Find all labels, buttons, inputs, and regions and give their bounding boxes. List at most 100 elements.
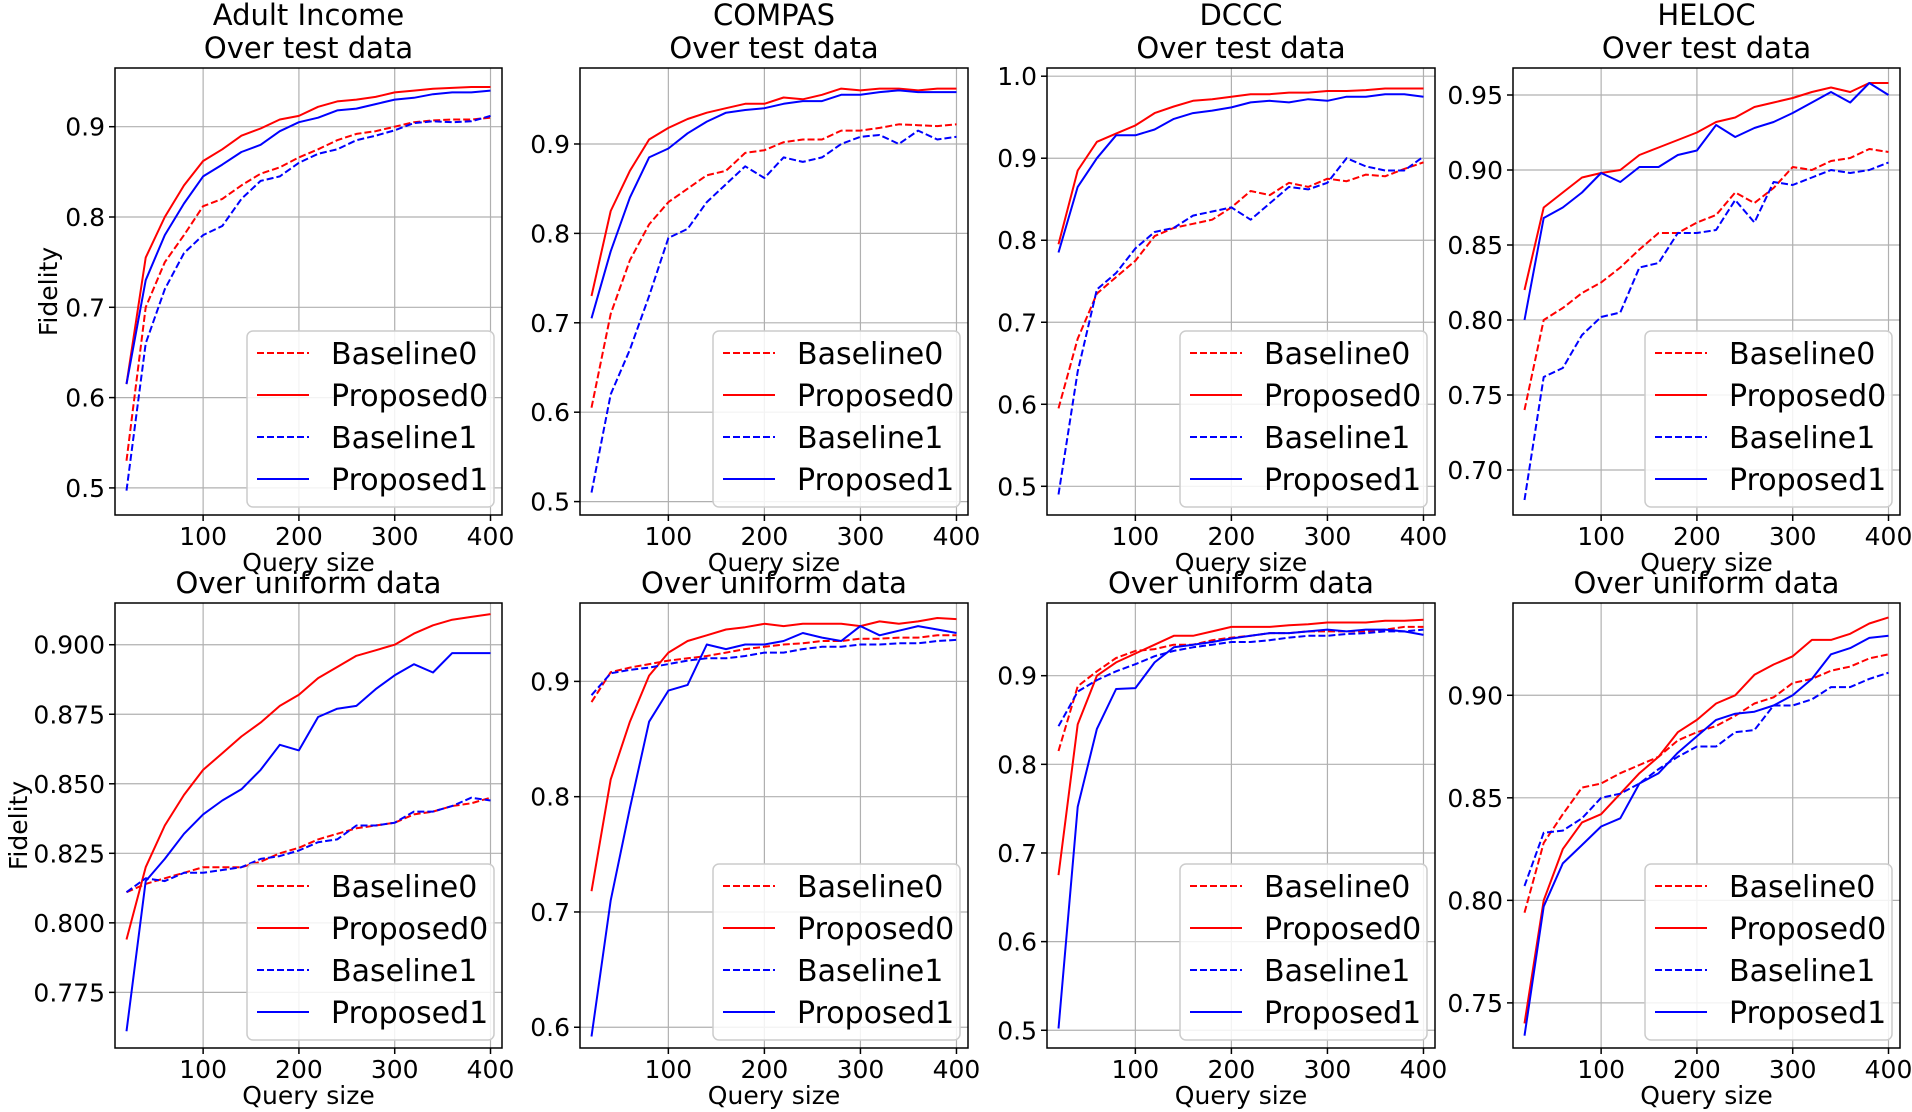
x-axis-label: Query size [708, 1081, 840, 1110]
series-line-baseline1 [1057, 628, 1424, 727]
chart-title: Over uniform data [1108, 566, 1374, 600]
y-tick-label: 0.95 [1447, 81, 1503, 110]
chart-title-line-2: Over test data [1136, 31, 1345, 65]
plot-frame [114, 67, 503, 516]
legend-label: Proposed0 [1264, 379, 1421, 414]
series-line-baseline0 [590, 123, 957, 408]
x-tick-label: 100 [1577, 522, 1625, 551]
series-line-proposed1 [590, 625, 957, 1037]
series-line-baseline0 [1523, 148, 1889, 411]
legend: Baseline0 Proposed0 Baseline1 Proposed1 [246, 330, 495, 508]
y-tick-label: 0.8 [997, 226, 1037, 255]
y-tick-label: 0.9 [997, 662, 1037, 691]
x-tick-label: 300 [837, 1055, 885, 1084]
chart-title-line-2: Over test data [1602, 31, 1811, 65]
plot-frame [579, 67, 969, 516]
x-tick-label: 400 [1865, 522, 1912, 551]
legend-label: Baseline0 [797, 337, 943, 372]
legend-box [246, 863, 495, 1041]
chart-title-line-1: Adult Income [213, 0, 404, 32]
x-tick-label: 200 [741, 1055, 789, 1084]
legend-label: Baseline0 [1264, 870, 1410, 905]
series-line-baseline1 [590, 129, 957, 493]
x-tick-label: 400 [933, 1055, 981, 1084]
x-tick-label: 200 [1673, 1055, 1721, 1084]
x-tick-label: 200 [741, 522, 789, 551]
series-line-baseline1 [590, 638, 957, 696]
series-line-proposed1 [1523, 634, 1889, 1036]
chart-title-line-1: HELOC [1657, 0, 1755, 32]
y-tick-label: 0.7 [65, 293, 105, 322]
y-tick-label: 0.800 [33, 909, 105, 938]
legend-label: Baseline0 [331, 870, 477, 905]
y-tick-label: 0.80 [1447, 886, 1503, 915]
series-line-proposed0 [125, 86, 491, 385]
legend-label: Baseline0 [1264, 337, 1410, 372]
x-tick-label: 100 [644, 522, 692, 551]
x-tick-label: 300 [837, 522, 885, 551]
y-tick-label: 0.775 [33, 978, 105, 1007]
y-tick-label: 0.70 [1447, 456, 1503, 485]
legend-box [246, 330, 495, 508]
legend-label: Proposed1 [797, 996, 954, 1031]
x-tick-label: 300 [1769, 522, 1817, 551]
legend-label: Proposed1 [331, 996, 488, 1031]
legend-box [712, 863, 961, 1041]
chart-panel-4: 100 200 300 400 0.70 0.75 0.80 0.85 0.90 0.95 HELO… [1447, 0, 1912, 577]
y-tick-label: 0.6 [997, 390, 1037, 419]
plot-frame [579, 602, 969, 1049]
legend-label: Proposed1 [797, 463, 954, 498]
chart-panel-6: 100 200 300 400 0.6 0.7 0.8 0.9 Over uniform dat… [530, 566, 980, 1110]
y-tick-label: 0.875 [33, 700, 105, 729]
x-tick-label: 400 [467, 1055, 515, 1084]
x-tick-label: 100 [644, 1055, 692, 1084]
x-axis-label: Query size [242, 1081, 374, 1110]
x-tick-label: 100 [1111, 522, 1159, 551]
legend-label: Proposed0 [1729, 379, 1886, 414]
plot-frame [1512, 602, 1901, 1049]
legend-label: Baseline1 [1729, 954, 1875, 989]
x-tick-label: 300 [371, 1055, 419, 1084]
y-tick-label: 0.900 [33, 631, 105, 660]
x-axis-label: Query size [242, 548, 374, 577]
y-tick-label: 0.5 [530, 488, 570, 517]
series-line-proposed1 [590, 89, 957, 319]
y-tick-label: 0.6 [65, 384, 105, 413]
series-line-proposed0 [590, 87, 957, 297]
legend: Baseline0 Proposed0 Baseline1 Proposed1 [712, 330, 961, 508]
y-axis-label: Fidelity [34, 247, 63, 336]
y-tick-label: 0.6 [530, 398, 570, 427]
x-tick-label: 300 [1304, 522, 1352, 551]
legend-label: Baseline0 [1729, 337, 1875, 372]
series-line-proposed1 [125, 652, 491, 1032]
x-tick-label: 400 [1865, 1055, 1912, 1084]
y-tick-label: 0.85 [1447, 231, 1503, 260]
legend: Baseline0 Proposed0 Baseline1 Proposed1 [246, 863, 495, 1041]
legend-label: Baseline1 [1729, 421, 1875, 456]
chart-panel-5: 100 200 300 400 0.775 0.800 0.825 0.850 0.875 0.9… [4, 566, 514, 1110]
x-tick-label: 200 [1673, 522, 1721, 551]
y-tick-label: 0.7 [530, 309, 570, 338]
y-tick-label: 0.5 [997, 1016, 1037, 1045]
legend: Baseline0 Proposed0 Baseline1 Proposed1 [1644, 330, 1893, 508]
legend-label: Baseline1 [331, 954, 477, 989]
series-line-proposed1 [1523, 82, 1890, 321]
chart-panel-1: 100 200 300 400 0.5 0.6 0.7 0.8 0.9 Adult IncomeO… [34, 0, 514, 577]
y-tick-label: 0.80 [1447, 306, 1503, 335]
legend-label: Proposed1 [1264, 996, 1421, 1031]
y-tick-label: 0.90 [1447, 681, 1503, 710]
y-tick-label: 0.9 [65, 113, 105, 142]
x-axis-label: Query size [708, 548, 840, 577]
x-tick-label: 100 [179, 522, 227, 551]
y-tick-label: 0.7 [997, 308, 1037, 337]
y-tick-label: 0.5 [65, 474, 105, 503]
legend-label: Baseline0 [1729, 870, 1875, 905]
x-axis-label: Query size [1640, 548, 1772, 577]
legend: Baseline0 Proposed0 Baseline1 Proposed1 [1179, 330, 1428, 508]
legend-box [1644, 863, 1893, 1041]
series-line-baseline0 [1523, 653, 1889, 913]
x-tick-label: 300 [1304, 1055, 1352, 1084]
plot-frame [1512, 67, 1901, 516]
y-tick-label: 0.9 [530, 130, 570, 159]
